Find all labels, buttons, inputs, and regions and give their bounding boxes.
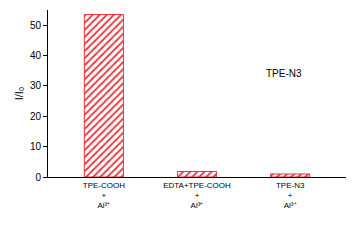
svg-text:0: 0 [35, 172, 41, 183]
svg-text:TPE-N3: TPE-N3 [266, 68, 302, 79]
svg-text:40: 40 [30, 50, 42, 61]
svg-text:EDTA+TPE-COOH+Al³⁺: EDTA+TPE-COOH+Al³⁺ [163, 181, 231, 211]
svg-text:TPE-COOH+Al³⁺: TPE-COOH+Al³⁺ [83, 181, 125, 211]
svg-text:30: 30 [30, 80, 42, 91]
svg-text:TPE-N3+Al³⁺: TPE-N3+Al³⁺ [276, 181, 305, 211]
svg-text:I/I₀: I/I₀ [13, 87, 25, 101]
svg-text:20: 20 [30, 111, 42, 122]
svg-text:10: 10 [30, 141, 42, 152]
svg-text:50: 50 [30, 20, 42, 31]
